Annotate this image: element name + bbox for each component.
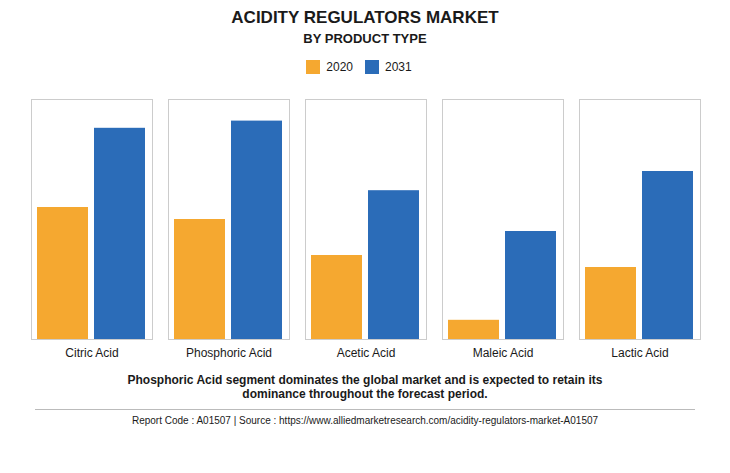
svg-text:Citric Acid: Citric Acid <box>65 346 118 360</box>
html-text:ACIDITY REGULATORS MARKET: ACIDITY REGULATORS MARKET <box>231 8 499 27</box>
svg-text:Phosphoric Acid: Phosphoric Acid <box>186 346 272 360</box>
html-text:2031: 2031 <box>385 59 412 74</box>
svg-text:Acetic Acid: Acetic Acid <box>337 346 396 360</box>
html-text:Report Code : A01507 | Source: Report Code : A01507 | Source : https://… <box>131 415 599 426</box>
html-text:BY PRODUCT TYPE: BY PRODUCT TYPE <box>303 31 427 46</box>
html-text:2020: 2020 <box>326 59 353 74</box>
svg-text:Lactic Acid: Lactic Acid <box>611 346 668 360</box>
svg-text:Maleic Acid: Maleic Acid <box>473 346 534 360</box>
html-text:Phosphoric Acid segment domina: Phosphoric Acid segment dominates the gl… <box>127 373 603 401</box>
